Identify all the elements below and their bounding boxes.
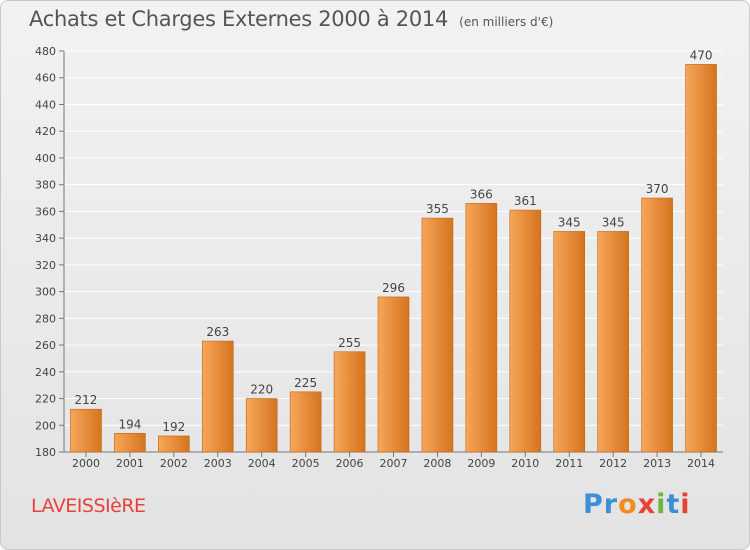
chart-title-block: Achats et Charges Externes 2000 à 2014 (…: [29, 7, 553, 31]
logo-letter: P: [583, 489, 604, 520]
y-tick-label: 480: [35, 45, 56, 58]
x-tick-label-2001: 2001: [116, 457, 144, 470]
data-label-2008: 355: [426, 202, 449, 216]
y-tick-label: 420: [35, 125, 56, 138]
bar-2003: [201, 340, 234, 453]
y-tick-label: 280: [35, 312, 56, 325]
bar-2008: [421, 217, 454, 453]
bar-2001: [114, 432, 146, 453]
bar-2004: [245, 398, 278, 453]
x-tick-label-2000: 2000: [72, 457, 100, 470]
bar-2002: [158, 435, 190, 453]
data-label-2007: 296: [382, 281, 405, 295]
proxiti-logo: Proxiti: [583, 489, 691, 520]
x-tick-label-2004: 2004: [248, 457, 276, 470]
bar-2009: [465, 203, 498, 453]
data-label-2013: 370: [646, 182, 669, 196]
y-tick-label: 260: [35, 339, 56, 352]
chart-unit: (en milliers d'€): [459, 15, 554, 29]
logo-letter: o: [618, 489, 638, 520]
x-tick-label-2002: 2002: [160, 457, 188, 470]
data-label-2006: 255: [338, 336, 361, 350]
commune-name: LAVEISSIèRE: [31, 495, 146, 517]
y-tick-label: 340: [35, 232, 56, 245]
bar-2005: [289, 391, 322, 453]
y-tick-label: 380: [35, 179, 56, 192]
data-label-2004: 220: [250, 383, 273, 397]
bar-2000: [70, 408, 102, 453]
data-label-2010: 361: [514, 194, 537, 208]
data-label-2009: 366: [470, 187, 493, 201]
x-tick-label-2008: 2008: [423, 457, 451, 470]
logo-letter: r: [603, 489, 619, 520]
data-label-2000: 212: [75, 393, 98, 407]
x-tick-label-2014: 2014: [687, 457, 715, 470]
x-tick-label-2005: 2005: [292, 457, 320, 470]
y-tick-label: 200: [35, 419, 56, 432]
bar-2007: [377, 296, 410, 453]
data-label-2012: 345: [602, 215, 625, 229]
y-tick-label: 240: [35, 366, 56, 379]
x-tick-label-2006: 2006: [336, 457, 364, 470]
data-label-2014: 470: [690, 48, 713, 62]
bar-2011: [553, 231, 586, 453]
x-tick-label-2003: 2003: [204, 457, 232, 470]
logo-letter: t: [666, 489, 681, 520]
y-tick-label: 440: [35, 98, 56, 111]
x-tick-label-2011: 2011: [555, 457, 583, 470]
label-layer: 212 194 192 263 220 225 255 296 355 366 361 345 345 3…: [75, 48, 713, 434]
x-tick-label-2012: 2012: [599, 457, 627, 470]
logo-letter: i: [656, 489, 667, 520]
data-label-2002: 192: [162, 420, 185, 434]
bar-layer: [70, 64, 717, 453]
y-tick-label: 180: [35, 446, 56, 459]
logo-letter: i: [680, 489, 691, 520]
logo-letter: x: [637, 489, 657, 520]
data-label-2003: 263: [206, 325, 229, 339]
data-label-2011: 345: [558, 215, 581, 229]
y-tick-label: 320: [35, 259, 56, 272]
x-tick-label-2007: 2007: [380, 457, 408, 470]
bar-2006: [333, 351, 366, 453]
y-tick-label: 400: [35, 152, 56, 165]
data-label-2005: 225: [294, 376, 317, 390]
y-tick-label: 460: [35, 72, 56, 85]
y-tick-label: 300: [35, 286, 56, 299]
bar-2012: [597, 231, 629, 453]
x-tick-label-2010: 2010: [511, 457, 539, 470]
x-tick-label-2013: 2013: [643, 457, 671, 470]
bar-2010: [509, 209, 542, 453]
axis-layer: 180 200 220 240 260 280 300 320 340 360 380 400 420 4…: [35, 45, 723, 470]
chart-title: Achats et Charges Externes 2000 à 2014: [29, 7, 449, 31]
bar-2014: [685, 64, 717, 453]
y-tick-label: 360: [35, 205, 56, 218]
bar-2013: [641, 197, 673, 453]
y-tick-label: 220: [35, 393, 56, 406]
x-tick-label-2009: 2009: [467, 457, 495, 470]
data-label-2001: 194: [118, 417, 141, 431]
